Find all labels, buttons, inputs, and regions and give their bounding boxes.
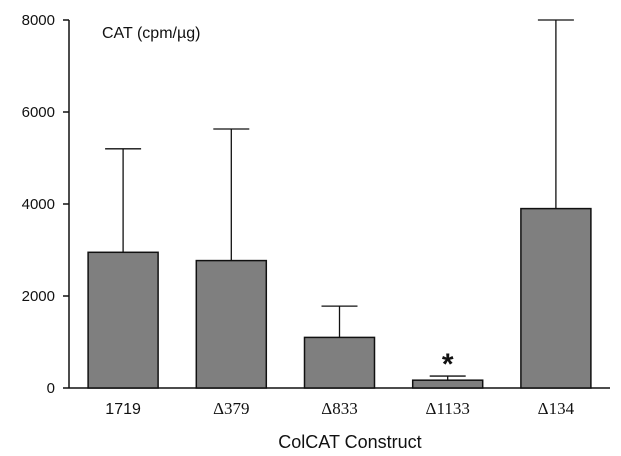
bar — [303, 336, 376, 389]
y-tick-label: 2000 — [22, 288, 55, 305]
x-tick-label: Δ379 — [213, 399, 249, 418]
x-tick-label: 1719 — [105, 401, 141, 418]
labels: 1719 Δ379 Δ833 Δ1133 Δ134 * — [105, 348, 574, 418]
x-tick-label: Δ134 — [538, 399, 575, 418]
bars — [87, 207, 592, 389]
y-tick-label: 8000 — [22, 12, 55, 29]
bar — [195, 259, 268, 389]
bar — [87, 251, 159, 389]
significance-asterisk: * — [442, 348, 454, 381]
axes: 0 2000 4000 6000 8000 — [22, 12, 610, 397]
y-tick-label: 4000 — [22, 196, 55, 213]
bar — [411, 379, 484, 389]
x-tick-label: Δ833 — [321, 399, 357, 418]
bar — [520, 207, 592, 389]
x-axis-title: ColCAT Construct — [278, 432, 421, 452]
y-tick-label: 6000 — [22, 104, 55, 121]
y-axis-title: CAT (cpm/µg) — [102, 25, 200, 42]
x-tick-label: Δ1133 — [426, 399, 470, 418]
y-tick-label: 0 — [47, 380, 55, 397]
error-bars — [105, 19, 574, 381]
